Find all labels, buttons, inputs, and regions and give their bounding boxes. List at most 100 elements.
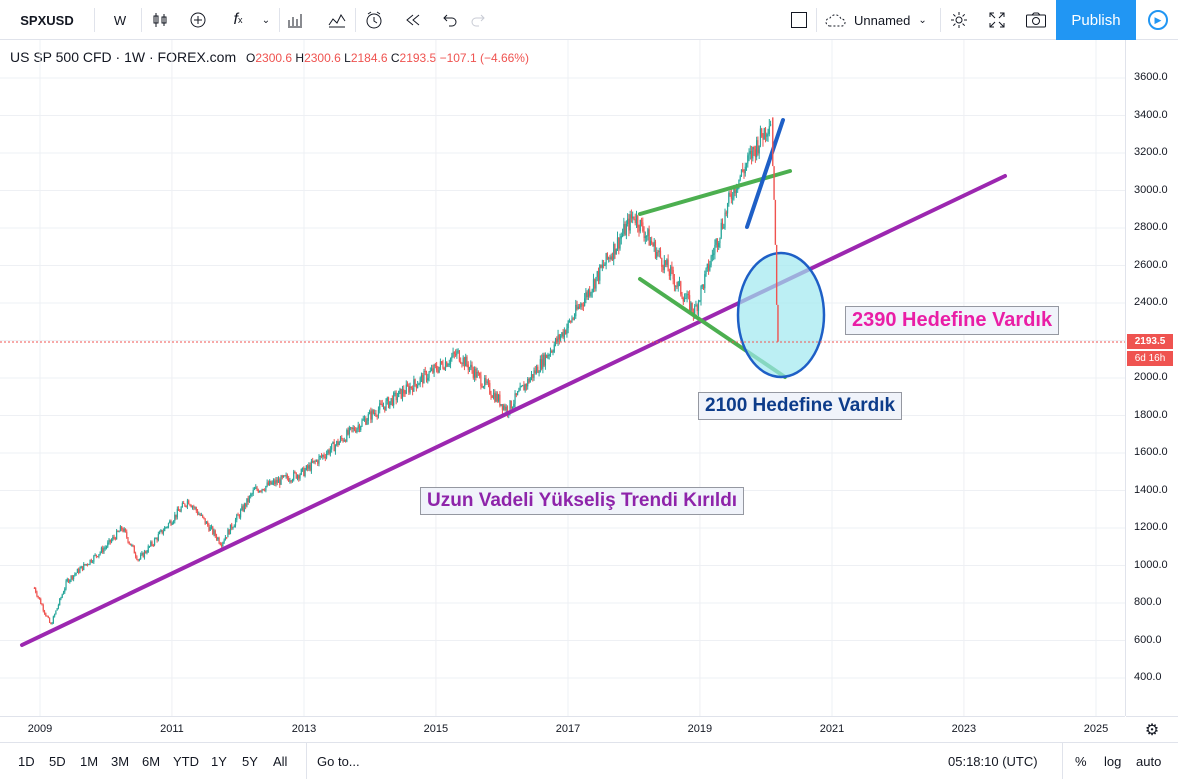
candle-body xyxy=(515,393,517,396)
range-button[interactable]: 3M xyxy=(111,753,130,769)
candle-body xyxy=(468,367,471,370)
candle-body xyxy=(699,300,701,302)
time-axis[interactable]: 2009 2011 2013 2015 2017 2019 2021 2023 2025 xyxy=(0,716,1125,743)
candle-body xyxy=(344,440,347,442)
candle-body xyxy=(78,569,80,573)
percent-toggle[interactable]: % xyxy=(1062,743,1087,779)
candle-body xyxy=(336,441,338,446)
axis-settings-icon[interactable]: ⚙ xyxy=(1126,716,1178,743)
range-button[interactable]: All xyxy=(273,753,288,769)
interval-button[interactable]: W xyxy=(113,12,127,28)
candle-body xyxy=(764,128,767,137)
candle-body xyxy=(375,413,377,416)
range-button[interactable]: YTD xyxy=(173,753,199,769)
candle-body xyxy=(262,489,264,491)
candle-body xyxy=(651,240,653,244)
chevron-down-icon[interactable]: ⌄ xyxy=(261,14,271,26)
candle-body xyxy=(33,588,35,589)
range-button[interactable]: 1D xyxy=(18,753,35,769)
candle-body xyxy=(573,316,576,319)
range-button[interactable]: 1M xyxy=(80,753,99,769)
candle-body xyxy=(491,396,493,398)
goto-button[interactable]: Go to... xyxy=(306,743,360,779)
candles-icon[interactable] xyxy=(142,0,178,40)
chart-pane[interactable] xyxy=(0,40,1125,716)
range-button[interactable]: 1Y xyxy=(211,753,227,769)
range-button[interactable]: 5Y xyxy=(242,753,258,769)
candle-body xyxy=(513,403,515,408)
candle-body xyxy=(551,351,553,353)
log-toggle[interactable]: log xyxy=(1104,753,1122,769)
play-icon[interactable]: ▶ xyxy=(1138,0,1178,40)
auto-toggle[interactable]: auto xyxy=(1136,753,1162,769)
candle-body xyxy=(606,253,608,259)
candle-body xyxy=(485,377,487,383)
candle-body xyxy=(658,250,660,253)
price-tick: 2400.0 xyxy=(1134,296,1168,308)
annotation-2390[interactable]: 2390 Hedefine Vardık xyxy=(845,306,1060,335)
candle-body xyxy=(414,379,416,385)
annotation-trend-broken[interactable]: Uzun Vadeli Yükseliş Trendi Kırıldı xyxy=(420,487,745,515)
candle-body xyxy=(185,506,187,508)
snapshot-icon[interactable] xyxy=(1020,0,1052,40)
candle-body xyxy=(643,231,645,239)
undo-icon[interactable] xyxy=(435,0,465,40)
candle-body xyxy=(516,391,519,396)
candle-body xyxy=(370,411,372,420)
templates-icon[interactable] xyxy=(280,0,310,40)
candle-body xyxy=(436,365,438,371)
annotation-2100[interactable]: 2100 Hedefine Vardık xyxy=(698,392,903,420)
layout-icon[interactable] xyxy=(784,0,814,40)
candle-body xyxy=(509,400,511,414)
candle-body xyxy=(700,286,702,301)
redo-icon[interactable] xyxy=(463,0,493,40)
candle-body xyxy=(644,236,646,239)
fullscreen-icon[interactable] xyxy=(982,0,1012,40)
candle-body xyxy=(477,371,479,374)
divider xyxy=(141,8,142,32)
candle-body xyxy=(676,285,678,287)
symbol-search[interactable]: SPXUSD xyxy=(20,12,74,28)
candle-body xyxy=(571,318,573,323)
candle-body xyxy=(604,264,606,266)
candle-body xyxy=(124,528,127,532)
price-axis[interactable]: 3600.0 3400.0 3200.0 3000.0 2800.0 2600.0 2400… xyxy=(1125,40,1178,716)
clock[interactable]: 05:18:10 (UTC) xyxy=(948,753,1038,769)
candle-body xyxy=(313,460,315,463)
candle-body xyxy=(539,359,541,373)
candle-body xyxy=(680,281,682,295)
candle-body xyxy=(406,384,409,386)
range-button[interactable]: 6M xyxy=(142,753,161,769)
candle-body xyxy=(466,356,468,365)
candle-body xyxy=(387,397,390,408)
alerts-icon[interactable] xyxy=(358,0,390,40)
candle-body xyxy=(611,256,614,260)
candle-body xyxy=(90,559,92,563)
replay-icon[interactable] xyxy=(398,0,428,40)
settings-icon[interactable] xyxy=(944,0,974,40)
candle-body xyxy=(394,392,396,394)
channel-top-line xyxy=(638,169,792,216)
candle-body xyxy=(656,252,658,258)
candle-body xyxy=(748,154,750,156)
candle-body xyxy=(501,404,504,410)
chart-style-icon[interactable] xyxy=(322,0,352,40)
layout-name-menu[interactable]: Unnamed ⌄ xyxy=(824,0,936,40)
candle-body xyxy=(719,237,721,244)
price-chart[interactable] xyxy=(0,40,1125,716)
publish-button[interactable]: Publish xyxy=(1056,0,1136,40)
candle-body xyxy=(616,237,619,249)
candle-body xyxy=(339,437,342,442)
candle-body xyxy=(227,529,229,538)
candle-body xyxy=(165,527,167,529)
candle-body xyxy=(73,575,75,580)
candle-body xyxy=(62,592,65,595)
candle-body xyxy=(472,370,474,378)
candle-body xyxy=(678,281,681,283)
add-compare-icon[interactable] xyxy=(180,0,216,40)
time-tick: 2019 xyxy=(687,723,713,735)
range-button[interactable]: 5D xyxy=(49,753,66,769)
candle-body xyxy=(67,579,70,583)
candle-body xyxy=(635,215,638,224)
